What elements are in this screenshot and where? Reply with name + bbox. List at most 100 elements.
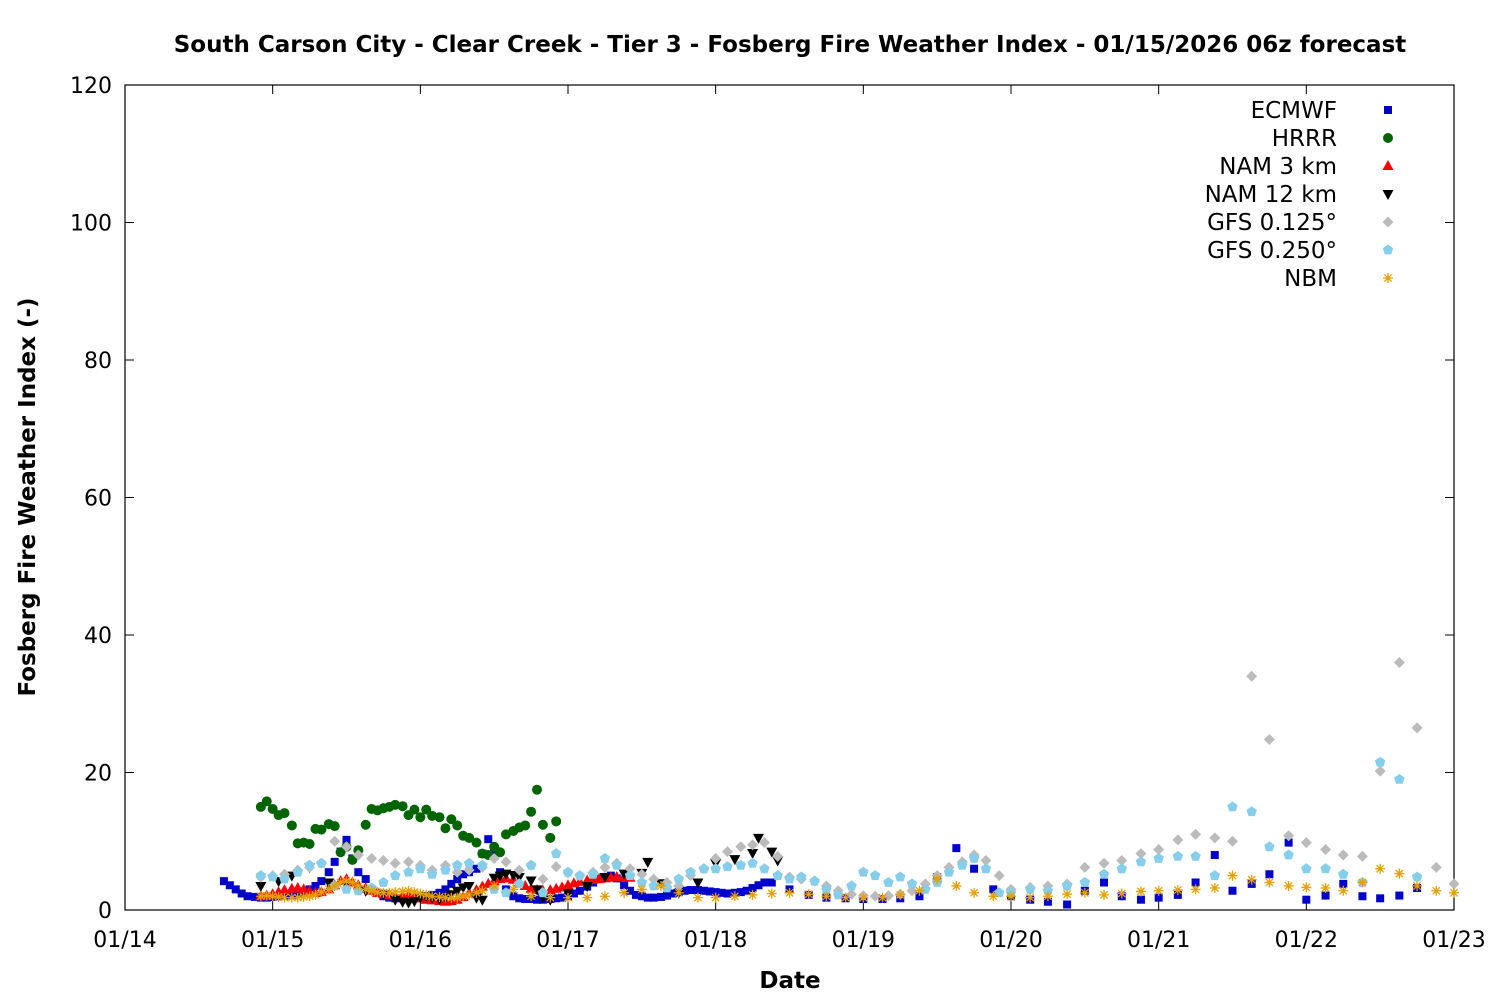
- data-point: [409, 804, 420, 815]
- data-point: [446, 814, 457, 825]
- data-point: [1172, 850, 1184, 861]
- data-point: [717, 888, 726, 897]
- data-point: [267, 803, 278, 814]
- data-point: [1246, 874, 1257, 885]
- data-point: [626, 886, 635, 895]
- data-point: [1374, 765, 1386, 777]
- data-point: [453, 875, 462, 884]
- data-point: [692, 892, 703, 903]
- data-point: [304, 891, 315, 902]
- data-point: [513, 873, 525, 883]
- data-point: [1411, 722, 1423, 734]
- data-point: [330, 857, 339, 866]
- legend-marker: [1383, 273, 1393, 283]
- data-point: [545, 892, 556, 903]
- data-point: [637, 892, 646, 901]
- data-point: [1337, 849, 1349, 861]
- legend-marker: [1382, 190, 1394, 200]
- data-point: [488, 873, 500, 884]
- data-point: [1098, 857, 1110, 869]
- legend-label: HRRR: [1272, 126, 1337, 152]
- data-point: [484, 835, 493, 844]
- x-tick-label: 01/19: [832, 928, 895, 953]
- data-point: [648, 880, 659, 891]
- data-point: [809, 875, 820, 886]
- data-point: [1135, 848, 1147, 860]
- data-point: [1227, 835, 1238, 847]
- data-point: [1025, 883, 1036, 894]
- data-point: [310, 889, 321, 900]
- data-point: [1228, 886, 1237, 895]
- data-point: [279, 873, 290, 884]
- data-point: [1358, 892, 1367, 901]
- data-point: [403, 866, 414, 877]
- data-point: [329, 835, 341, 847]
- data-point: [1339, 879, 1348, 888]
- data-point: [341, 876, 352, 887]
- data-point: [397, 886, 408, 897]
- data-point: [711, 888, 720, 897]
- data-point: [1376, 894, 1385, 903]
- data-point: [551, 816, 562, 827]
- data-point: [721, 846, 733, 858]
- data-point: [446, 892, 457, 903]
- data-point: [980, 855, 992, 866]
- data-point: [772, 870, 783, 881]
- legend-label: GFS 0.125°: [1207, 210, 1337, 236]
- data-point: [951, 880, 962, 891]
- data-point: [390, 870, 401, 881]
- data-point: [710, 852, 722, 864]
- y-tick-label: 20: [84, 762, 112, 787]
- data-point: [673, 887, 684, 898]
- data-point: [292, 866, 303, 877]
- data-point: [970, 864, 979, 873]
- data-point: [1227, 801, 1238, 812]
- data-point: [360, 884, 371, 895]
- data-point: [877, 892, 888, 903]
- data-point: [427, 810, 438, 821]
- data-point: [477, 859, 488, 870]
- data-point: [1209, 870, 1220, 881]
- data-point: [471, 887, 482, 898]
- data-point: [261, 890, 272, 901]
- data-point: [668, 889, 677, 898]
- data-point: [1357, 877, 1368, 888]
- data-point: [463, 857, 475, 868]
- data-point: [526, 806, 537, 817]
- data-point: [525, 859, 537, 870]
- data-point: [1025, 892, 1036, 903]
- data-point: [447, 879, 456, 888]
- x-tick-label: 01/14: [93, 928, 156, 953]
- data-point: [1263, 734, 1275, 745]
- y-tick-label: 120: [70, 74, 112, 99]
- data-point: [562, 866, 574, 877]
- data-point: [722, 861, 733, 872]
- data-point: [440, 892, 451, 903]
- data-point: [341, 841, 352, 853]
- data-point: [525, 876, 537, 887]
- data-point: [267, 891, 278, 902]
- data-point: [784, 887, 795, 898]
- data-point: [261, 796, 272, 807]
- data-point: [1448, 878, 1460, 890]
- data-point: [699, 886, 708, 895]
- data-point: [292, 892, 303, 903]
- data-point: [1079, 877, 1091, 887]
- legend-marker: [1384, 106, 1392, 114]
- data-point: [729, 891, 740, 902]
- legend-marker: [1383, 133, 1393, 143]
- data-point: [693, 886, 702, 895]
- data-point: [1153, 844, 1165, 855]
- data-point: [427, 891, 438, 902]
- data-point: [1338, 868, 1349, 879]
- data-point: [611, 871, 623, 881]
- data-point: [754, 881, 763, 890]
- data-point: [618, 869, 630, 880]
- data-point: [772, 850, 784, 862]
- data-point: [767, 878, 776, 887]
- data-point: [619, 887, 630, 898]
- data-point: [906, 878, 918, 889]
- data-point: [752, 833, 764, 844]
- data-point: [661, 882, 673, 893]
- data-point: [1099, 889, 1110, 900]
